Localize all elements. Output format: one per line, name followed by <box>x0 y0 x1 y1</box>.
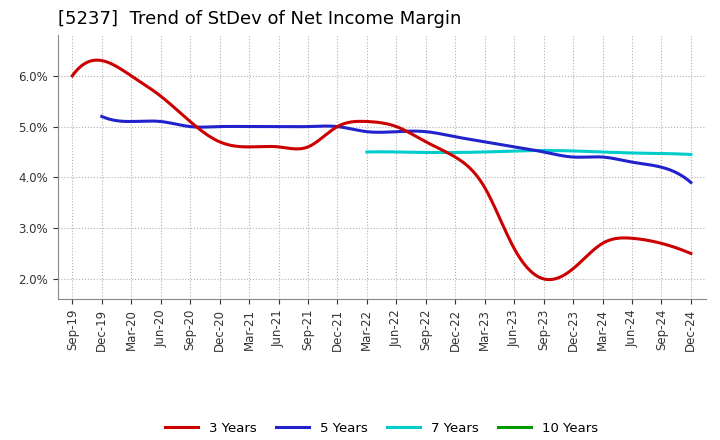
3 Years <box>577 258 586 264</box>
3 Years <box>68 73 76 78</box>
3 Years <box>674 246 683 251</box>
7 Years <box>687 152 696 157</box>
7 Years <box>363 149 372 154</box>
7 Years <box>680 151 688 157</box>
5 Years <box>672 170 681 176</box>
3 Years <box>366 119 375 125</box>
7 Years <box>518 148 527 154</box>
5 Years <box>448 134 456 139</box>
3 Years <box>687 251 696 256</box>
7 Years <box>556 148 564 153</box>
Text: [5237]  Trend of StDev of Net Income Margin: [5237] Trend of StDev of Net Income Marg… <box>58 10 461 28</box>
7 Years <box>629 150 637 156</box>
3 Years <box>545 277 554 282</box>
3 Years <box>363 119 372 124</box>
5 Years <box>416 128 425 134</box>
Line: 7 Years: 7 Years <box>367 150 691 154</box>
Line: 5 Years: 5 Years <box>102 117 691 183</box>
7 Years <box>516 148 525 154</box>
3 Years <box>404 129 413 135</box>
3 Years <box>93 58 102 63</box>
7 Years <box>539 148 547 153</box>
5 Years <box>687 180 696 185</box>
7 Years <box>538 148 546 153</box>
5 Years <box>381 129 390 135</box>
Line: 3 Years: 3 Years <box>72 60 691 279</box>
5 Years <box>97 114 106 119</box>
Legend: 3 Years, 5 Years, 7 Years, 10 Years: 3 Years, 5 Years, 7 Years, 10 Years <box>160 417 603 440</box>
5 Years <box>580 154 589 160</box>
5 Years <box>377 130 386 135</box>
3 Years <box>437 147 446 152</box>
